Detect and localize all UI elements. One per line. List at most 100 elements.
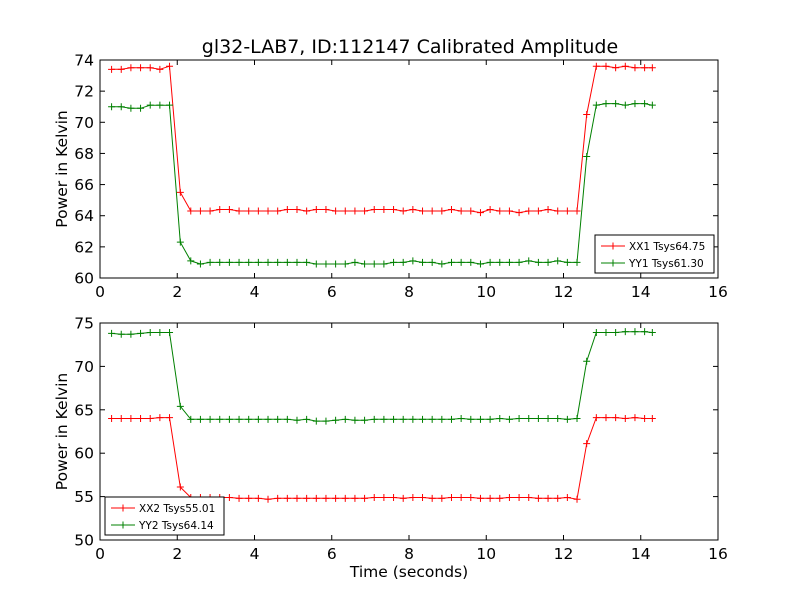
y-tick-label: 60 (74, 270, 94, 288)
data-point (641, 64, 649, 72)
data-point (137, 414, 145, 422)
data-point (428, 415, 436, 423)
data-point (583, 153, 591, 161)
x-tick-label: 2 (172, 283, 182, 301)
x-tick-label: 12 (554, 545, 574, 563)
data-point (380, 260, 388, 268)
data-point (341, 415, 349, 423)
data-point (534, 258, 542, 266)
data-point (146, 414, 154, 422)
data-point (166, 329, 174, 337)
data-point (312, 260, 320, 268)
data-point (235, 415, 243, 423)
x-tick-label: 4 (250, 283, 260, 301)
data-point (176, 238, 184, 246)
data-point (525, 207, 533, 215)
data-point (225, 258, 233, 266)
data-point (108, 65, 116, 73)
data-point (525, 414, 533, 422)
data-point (602, 100, 610, 108)
data-point (467, 207, 475, 215)
data-point (592, 101, 600, 109)
data-point (303, 258, 311, 266)
data-point (476, 260, 484, 268)
data-point (361, 416, 369, 424)
data-point (274, 258, 282, 266)
data-point (312, 494, 320, 502)
data-point (409, 205, 417, 213)
data-point (332, 416, 340, 424)
data-point (117, 330, 125, 338)
data-point (438, 415, 446, 423)
x-tick-label: 0 (95, 283, 105, 301)
data-point (117, 103, 125, 111)
data-point (419, 258, 427, 266)
data-point (563, 207, 571, 215)
data-point (274, 415, 282, 423)
data-point (370, 493, 378, 501)
x-tick-label: 14 (631, 283, 651, 301)
data-point (496, 207, 504, 215)
data-point (438, 207, 446, 215)
data-point (303, 494, 311, 502)
data-point (573, 258, 581, 266)
x-tick-label: 10 (476, 283, 496, 301)
data-point (457, 258, 465, 266)
data-point (409, 257, 417, 265)
data-point (390, 258, 398, 266)
data-point (554, 414, 562, 422)
y-tick-label: 75 (74, 315, 94, 333)
data-point (602, 62, 610, 70)
legend-marker (119, 504, 127, 512)
data-point (235, 207, 243, 215)
data-point (166, 414, 174, 422)
data-point (592, 62, 600, 70)
data-point (351, 258, 359, 266)
y-tick-label: 64 (74, 207, 94, 225)
data-point (293, 258, 301, 266)
data-point (438, 260, 446, 268)
data-point (409, 493, 417, 501)
data-point (196, 207, 204, 215)
data-point (399, 207, 407, 215)
data-point (621, 101, 629, 109)
data-point (146, 329, 154, 337)
data-point (332, 207, 340, 215)
y-tick-label: 74 (74, 52, 94, 70)
data-point (216, 415, 224, 423)
x-tick-label: 6 (327, 283, 337, 301)
data-point (631, 100, 639, 108)
data-point (187, 415, 195, 423)
data-point (648, 101, 656, 109)
data-point (137, 329, 145, 337)
data-point (428, 494, 436, 502)
legend-box (104, 496, 225, 536)
data-point (245, 258, 253, 266)
y-tick-label: 70 (74, 358, 94, 376)
data-point (554, 494, 562, 502)
data-point (515, 258, 523, 266)
data-point (216, 205, 224, 213)
data-point (380, 415, 388, 423)
data-point (447, 205, 455, 213)
data-point (283, 258, 291, 266)
data-point (648, 414, 656, 422)
data-point (457, 207, 465, 215)
data-point (206, 415, 214, 423)
y-tick-label: 60 (74, 445, 94, 463)
legend-marker (119, 521, 127, 529)
data-point (206, 207, 214, 215)
data-point (631, 64, 639, 72)
data-point (612, 100, 620, 108)
data-point (312, 205, 320, 213)
legend-label: YY1 Tsys61.30 (628, 258, 704, 270)
data-point (264, 415, 272, 423)
x-axis-label: Time (seconds) (349, 563, 468, 581)
x-tick-label: 16 (708, 545, 728, 563)
data-point (137, 64, 145, 72)
data-point (612, 329, 620, 337)
data-point (447, 493, 455, 501)
data-point (127, 64, 135, 72)
data-point (351, 207, 359, 215)
